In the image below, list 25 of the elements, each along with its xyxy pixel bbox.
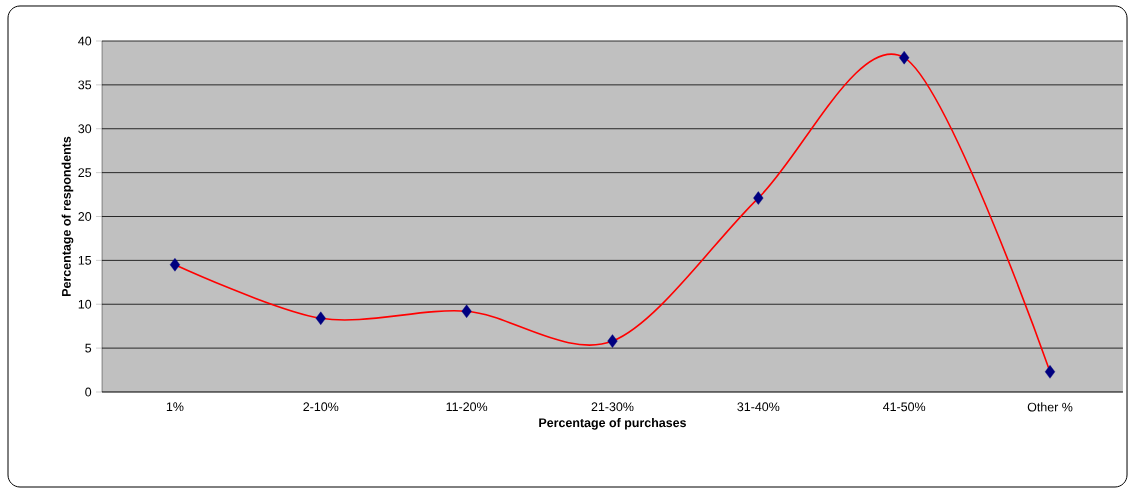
point xyxy=(753,191,764,205)
x-tick-label: Other % xyxy=(1027,402,1073,412)
y-tick-label: 35 xyxy=(78,80,92,90)
x-tick-label: 1% xyxy=(166,402,184,412)
point xyxy=(169,258,180,272)
y-tick-label: 40 xyxy=(78,36,92,46)
x-tick-label: 21-30% xyxy=(591,402,634,412)
y-tick-label: 30 xyxy=(78,124,92,134)
x-tick-label: 41-50% xyxy=(882,402,926,412)
x-tick-label: 2-10% xyxy=(303,402,339,412)
y-tick-label: 20 xyxy=(78,212,92,221)
y-tick-label: 5 xyxy=(85,343,92,353)
x-axis-title: Percentage of purchases xyxy=(539,417,686,430)
x-tick-label: 11-20% xyxy=(446,402,488,412)
y-tick-label: 0 xyxy=(85,387,92,397)
point xyxy=(899,50,910,65)
point xyxy=(315,311,326,325)
y-tick-label: 15 xyxy=(78,256,92,265)
point xyxy=(607,334,618,348)
x-tick-label: 31-40% xyxy=(737,402,780,412)
point xyxy=(1044,365,1056,379)
y-tick-label: 25 xyxy=(78,168,92,178)
y-tick-label: 10 xyxy=(78,299,92,309)
point xyxy=(461,304,472,318)
y-axis-title: Percentage of respondents xyxy=(61,136,74,296)
